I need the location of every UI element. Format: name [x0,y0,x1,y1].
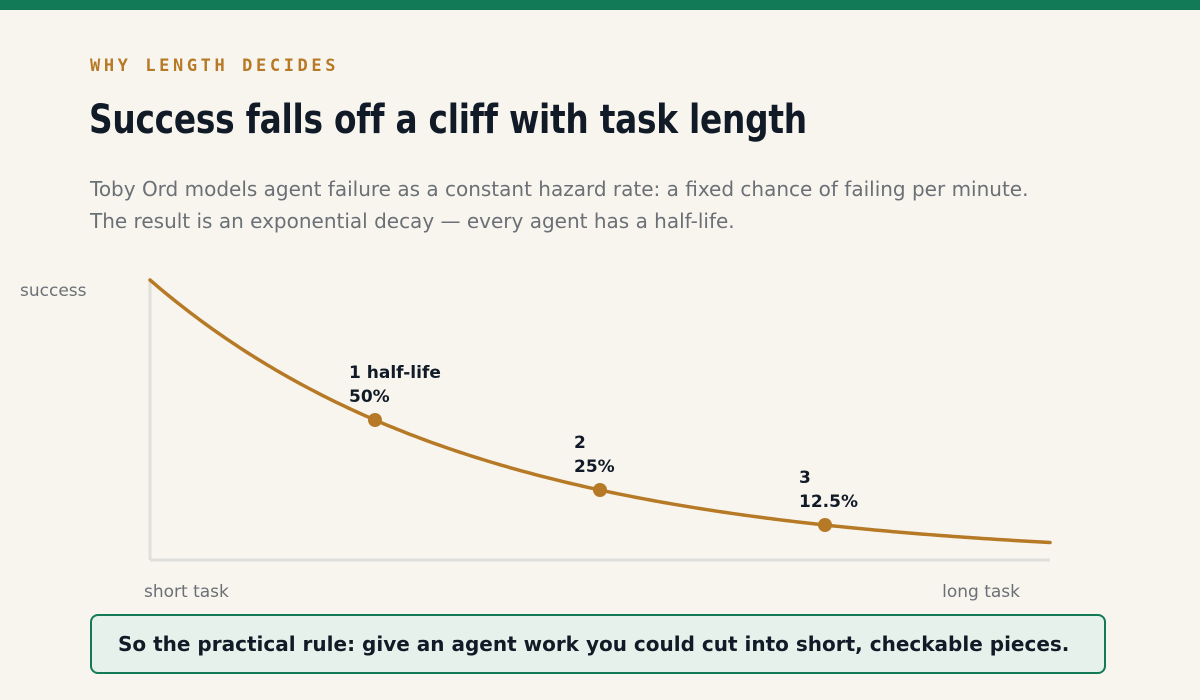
eyebrow-label: WHY LENGTH DECIDES [90,56,340,76]
half-life-markers: 1 half-life 50% 2 25% 3 12.5% [349,363,858,532]
marker-label: 3 [799,468,811,488]
subtitle-line: The result is an exponential decay — eve… [90,209,735,233]
marker-dot [368,413,382,427]
marker-value-label: 25% [574,457,615,477]
marker-label: 2 [574,433,586,453]
marker-value-label: 50% [349,387,390,407]
y-axis-label: success [20,281,87,301]
subtitle: Toby Ord models agent failure as a const… [90,173,1100,237]
marker-value-label: 12.5% [799,492,858,512]
decay-curve [148,278,1052,545]
accent-bar [0,0,1200,10]
x-axis-end-label: long task [942,582,1020,602]
subtitle-line: Toby Ord models agent failure as a const… [90,177,1029,201]
callout-text: So the practical rule: give an agent wor… [118,632,1070,656]
marker-dot [593,483,607,497]
page-title: Success falls off a cliff with task leng… [89,97,807,143]
marker-dot [818,518,832,532]
x-axis-start-label: short task [144,582,229,602]
marker-label: 1 half-life [349,363,441,383]
practical-rule-callout: So the practical rule: give an agent wor… [90,614,1106,674]
decay-chart: success short task long task 1 half-life… [20,278,1052,602]
